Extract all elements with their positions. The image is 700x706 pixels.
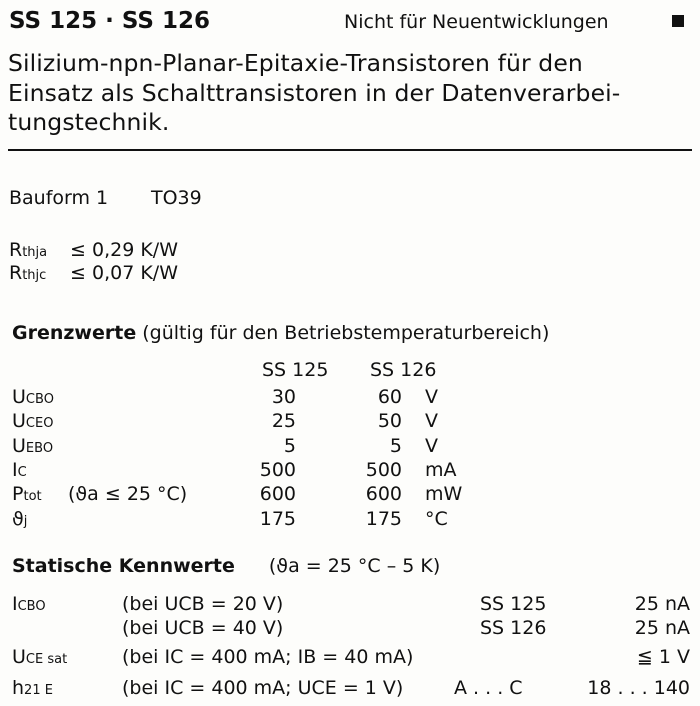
limit-value-ss125: 500 [259,458,296,481]
limit-symbol: IC [12,458,27,481]
symbol: U [12,386,26,408]
symbol-subscript: EBO [25,440,54,456]
static-condition: (bei IC = 400 mA; IB = 40 mA) [122,646,414,668]
package-label: Bauform 1 [9,187,109,209]
square-marker-icon [672,15,684,27]
limit-value-ss125: 30 [271,386,296,408]
symbol-subscript: j [23,513,28,529]
limits-title: Grenzwerte [12,322,137,344]
thermal-relation: ≤ [70,239,86,261]
thermal-value: 0,07 K/W [92,262,178,284]
static-symbol: UCE sat [12,648,67,667]
static-symbol: ICBO [12,595,46,614]
symbol-subscript: C [17,464,27,480]
limit-symbol: UCBO [12,388,54,407]
static-condition: (bei IC = 400 mA; UCE = 1 V) [122,677,404,699]
static-value: 18 . . . 140 [587,677,690,699]
description-line: Einsatz als Schalttransistoren in der Da… [8,79,621,107]
limit-symbol: Ptot [12,485,42,504]
static-value: ≦ 1 V [636,646,690,668]
symbol-subscript: tot [23,489,42,505]
limit-value-ss125: 5 [283,434,296,457]
symbol: h [12,677,25,699]
thermal-symbol: Rthjc [9,264,46,283]
static-type: SS 125 [480,593,547,615]
symbol-subscript: thja [22,245,48,260]
thermal-relation: ≤ [70,262,86,284]
page-title: SS 125 · SS 126 [9,8,210,34]
symbol: ϑ [12,507,24,530]
symbol: U [12,646,26,668]
description-line: Silizium-npn-Planar-Epitaxie-Transistore… [8,49,583,77]
limit-value-ss126: 500 [365,458,402,481]
symbol: I [12,593,18,615]
limit-unit: °C [425,507,448,530]
symbol: R [9,262,23,284]
limit-value-ss125: 25 [271,410,296,433]
column-header: SS 126 [370,359,437,381]
symbol-subscript: 21 E [24,683,53,698]
static-value: 25 nA [634,617,690,639]
static-type: A . . . C [454,677,523,699]
symbol: U [12,410,26,433]
symbol-subscript: thjc [22,268,47,283]
limit-unit: mW [425,483,463,506]
limit-value-ss126: 175 [365,507,402,530]
limit-value-ss125: 600 [259,483,296,506]
symbol-subscript: CBO [17,599,46,614]
symbol-subscript: CBO [25,392,54,407]
symbol: U [12,434,26,457]
limits-subtitle: (gültig für den Betriebstemperaturbereic… [142,322,550,344]
symbol-subscript: CEO [25,416,54,432]
static-condition: (bei UCB = 40 V) [122,617,284,639]
limit-unit: V [425,386,438,408]
limit-unit: V [425,410,438,433]
limit-symbol: UCEO [12,412,53,431]
static-value: 25 nA [634,593,690,615]
status-note: Nicht für Neuentwicklungen [344,11,609,33]
symbol: I [12,458,18,481]
static-subtitle: (ϑa = 25 °C – 5 K) [268,555,441,577]
thermal-value: 0,29 K/W [92,239,178,261]
limit-unit: V [425,434,438,457]
divider [8,149,692,151]
limit-value-ss125: 175 [259,507,296,530]
symbol: P [12,483,24,506]
static-title: Statische Kennwerte [12,555,235,577]
limit-symbol: ϑj [12,507,28,530]
description-line: tungstechnik. [8,108,170,136]
static-type: SS 126 [480,617,547,639]
static-condition: (bei UCB = 20 V) [122,593,284,615]
thermal-symbol: Rthja [9,241,47,260]
limit-value-ss126: 50 [377,410,402,433]
package-value: TO39 [151,187,202,209]
limit-unit: mA [425,458,457,481]
static-symbol: h21 E [12,679,53,698]
symbol: R [9,239,23,261]
limit-condition: (ϑa ≤ 25 °C) [68,483,188,506]
limit-value-ss126: 600 [365,483,402,506]
column-header: SS 125 [262,359,329,381]
limit-value-ss126: 60 [377,386,402,408]
symbol-subscript: CE sat [25,652,68,667]
limit-symbol: UEBO [12,434,54,457]
limit-value-ss126: 5 [389,434,402,457]
